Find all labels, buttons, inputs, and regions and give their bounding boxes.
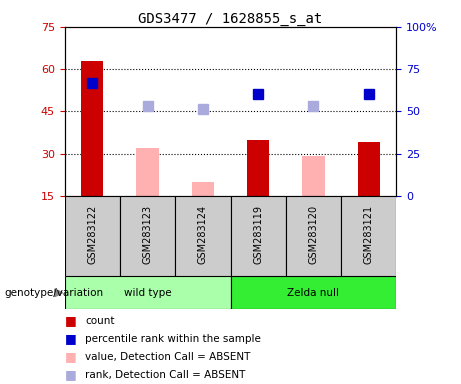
Text: genotype/variation: genotype/variation bbox=[5, 288, 104, 298]
Text: GSM283120: GSM283120 bbox=[308, 205, 319, 264]
Text: count: count bbox=[85, 316, 115, 326]
Text: ■: ■ bbox=[65, 368, 76, 381]
Text: percentile rank within the sample: percentile rank within the sample bbox=[85, 334, 261, 344]
Bar bbox=[230, 276, 396, 309]
Text: GSM283123: GSM283123 bbox=[142, 205, 153, 264]
Bar bbox=[175, 196, 230, 276]
Bar bbox=[65, 276, 230, 309]
Bar bbox=[247, 139, 269, 196]
Text: Zelda null: Zelda null bbox=[288, 288, 339, 298]
Bar bbox=[136, 148, 159, 196]
Text: ■: ■ bbox=[65, 350, 76, 363]
Text: GSM283122: GSM283122 bbox=[87, 205, 97, 264]
Text: value, Detection Call = ABSENT: value, Detection Call = ABSENT bbox=[85, 352, 251, 362]
Text: wild type: wild type bbox=[124, 288, 171, 298]
Text: ■: ■ bbox=[65, 314, 76, 327]
Bar bbox=[192, 182, 214, 196]
Bar bbox=[230, 196, 286, 276]
Text: GSM283121: GSM283121 bbox=[364, 205, 374, 264]
Bar bbox=[81, 61, 103, 196]
Bar bbox=[341, 196, 396, 276]
Text: ■: ■ bbox=[65, 332, 76, 345]
Text: GDS3477 / 1628855_s_at: GDS3477 / 1628855_s_at bbox=[138, 12, 323, 25]
Bar bbox=[286, 196, 341, 276]
Bar bbox=[302, 156, 325, 196]
Bar bbox=[120, 196, 175, 276]
Text: rank, Detection Call = ABSENT: rank, Detection Call = ABSENT bbox=[85, 370, 246, 380]
Text: GSM283119: GSM283119 bbox=[253, 205, 263, 264]
Bar bbox=[358, 142, 380, 196]
Bar bbox=[65, 196, 120, 276]
Text: GSM283124: GSM283124 bbox=[198, 205, 208, 264]
